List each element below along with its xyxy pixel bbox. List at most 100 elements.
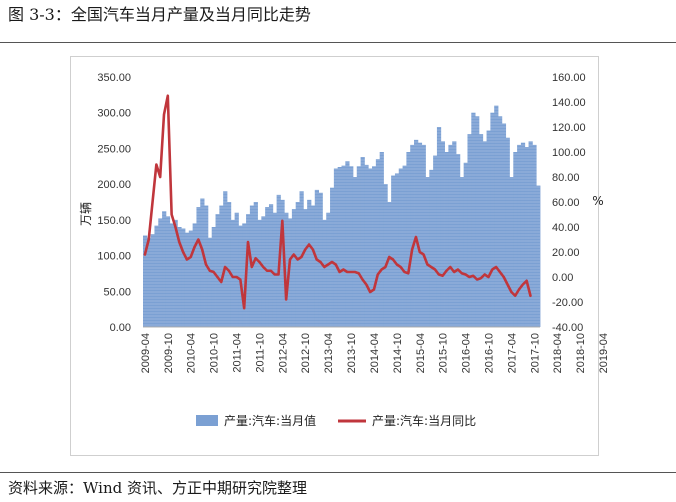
- y-left-tick-label: 100.00: [97, 251, 131, 263]
- area-column: [268, 204, 274, 327]
- legend-label-area: 产量:汽车:当月值: [224, 413, 316, 428]
- area-column: [257, 219, 262, 327]
- x-tick-label: 2019-04: [598, 333, 610, 373]
- area-column: [383, 184, 388, 327]
- area-column: [402, 165, 407, 327]
- y-left-tick-label: 0.00: [110, 322, 131, 334]
- area-column: [494, 105, 499, 327]
- source-note: 资料来源：Wind 资讯、方正中期研究院整理: [8, 479, 307, 497]
- area-column: [440, 141, 445, 327]
- area-column: [517, 144, 522, 327]
- area-column: [536, 185, 541, 327]
- area-column: [398, 168, 403, 327]
- area-column: [532, 144, 537, 327]
- area-column: [375, 159, 381, 327]
- area-column: [143, 235, 148, 327]
- area-column: [364, 164, 369, 327]
- area-column: [417, 142, 423, 327]
- area-column: [513, 152, 518, 327]
- area-column: [322, 219, 327, 327]
- x-tick-label: 2015-10: [438, 333, 450, 373]
- y-left-tick-label: 50.00: [103, 286, 131, 298]
- area-column: [165, 216, 171, 327]
- area-column: [146, 237, 152, 327]
- y-right-tick-label: 0.00: [552, 272, 573, 284]
- legend-swatch-area: [196, 415, 218, 426]
- area-column: [456, 154, 461, 327]
- area-column: [333, 168, 339, 327]
- y-right-tick-label: 160.00: [552, 72, 586, 84]
- x-tick-label: 2012-04: [277, 333, 289, 373]
- area-column: [509, 177, 514, 327]
- y-right-tick-label: 80.00: [552, 172, 580, 184]
- x-tick-label: 2013-10: [346, 333, 358, 373]
- x-tick-label: 2010-10: [209, 333, 221, 373]
- x-tick-label: 2012-10: [300, 333, 312, 373]
- y-right-tick-label: 60.00: [552, 197, 580, 209]
- y-right-tick-label: -20.00: [552, 297, 583, 309]
- x-tick-label: 2009-10: [163, 333, 175, 373]
- y-right-tick-label: 20.00: [552, 247, 580, 259]
- area-column: [520, 142, 526, 327]
- x-tick-label: 2015-04: [415, 333, 427, 373]
- x-tick-label: 2010-04: [186, 333, 198, 373]
- area-column: [223, 191, 228, 327]
- top-divider: [0, 42, 676, 43]
- x-tick-label: 2009-04: [140, 333, 152, 373]
- area-column: [459, 177, 465, 327]
- area-column: [318, 192, 323, 327]
- area-column: [425, 177, 430, 327]
- area-column: [349, 166, 354, 327]
- yoy-line: [143, 94, 532, 310]
- area-column: [253, 202, 258, 327]
- legend-label-line: 产量:汽车:当月同比: [372, 413, 476, 428]
- area-column: [372, 166, 377, 327]
- area-column: [238, 225, 243, 327]
- area-column: [207, 237, 213, 327]
- x-tick-label: 2014-10: [392, 333, 404, 373]
- area-column: [482, 141, 487, 327]
- x-tick-label: 2017-10: [529, 333, 541, 373]
- area-column: [436, 127, 442, 327]
- area-column: [246, 214, 251, 327]
- area-column: [337, 167, 342, 327]
- area-column: [448, 144, 453, 327]
- area-column: [211, 227, 216, 327]
- area-column: [414, 139, 419, 327]
- area-column: [387, 202, 392, 327]
- area-column: [310, 205, 316, 327]
- area-column: [177, 227, 182, 327]
- area-column: [356, 166, 361, 327]
- x-tick-label: 2017-04: [506, 333, 518, 373]
- area-column: [394, 173, 400, 327]
- area-column: [215, 214, 220, 327]
- area-column: [265, 207, 270, 327]
- area-column: [433, 155, 438, 327]
- area-column: [284, 212, 289, 327]
- x-tick-label: 2014-04: [369, 333, 381, 373]
- y-left-tick-label: 200.00: [97, 179, 131, 191]
- y-right-tick-label: 120.00: [552, 122, 586, 134]
- area-column: [173, 219, 178, 327]
- area-column: [150, 234, 155, 327]
- y-right-tick-label: -40.00: [552, 322, 583, 334]
- area-column: [288, 218, 293, 327]
- x-tick-label: 2018-04: [552, 333, 564, 373]
- area-column: [345, 161, 350, 327]
- area-column: [341, 165, 346, 327]
- x-tick-label: 2016-10: [484, 333, 496, 373]
- area-column: [471, 112, 476, 328]
- area-column: [272, 212, 278, 327]
- area-column: [498, 116, 503, 327]
- area-column: [234, 212, 239, 327]
- area-column: [429, 169, 434, 327]
- bottom-divider: [0, 472, 676, 473]
- area-column: [360, 157, 365, 327]
- area-column: [291, 209, 297, 327]
- area-column: [391, 175, 396, 327]
- area-column: [406, 152, 411, 327]
- area-column: [192, 223, 197, 327]
- area-column: [490, 112, 495, 328]
- x-tick-label: 2011-10: [254, 333, 266, 373]
